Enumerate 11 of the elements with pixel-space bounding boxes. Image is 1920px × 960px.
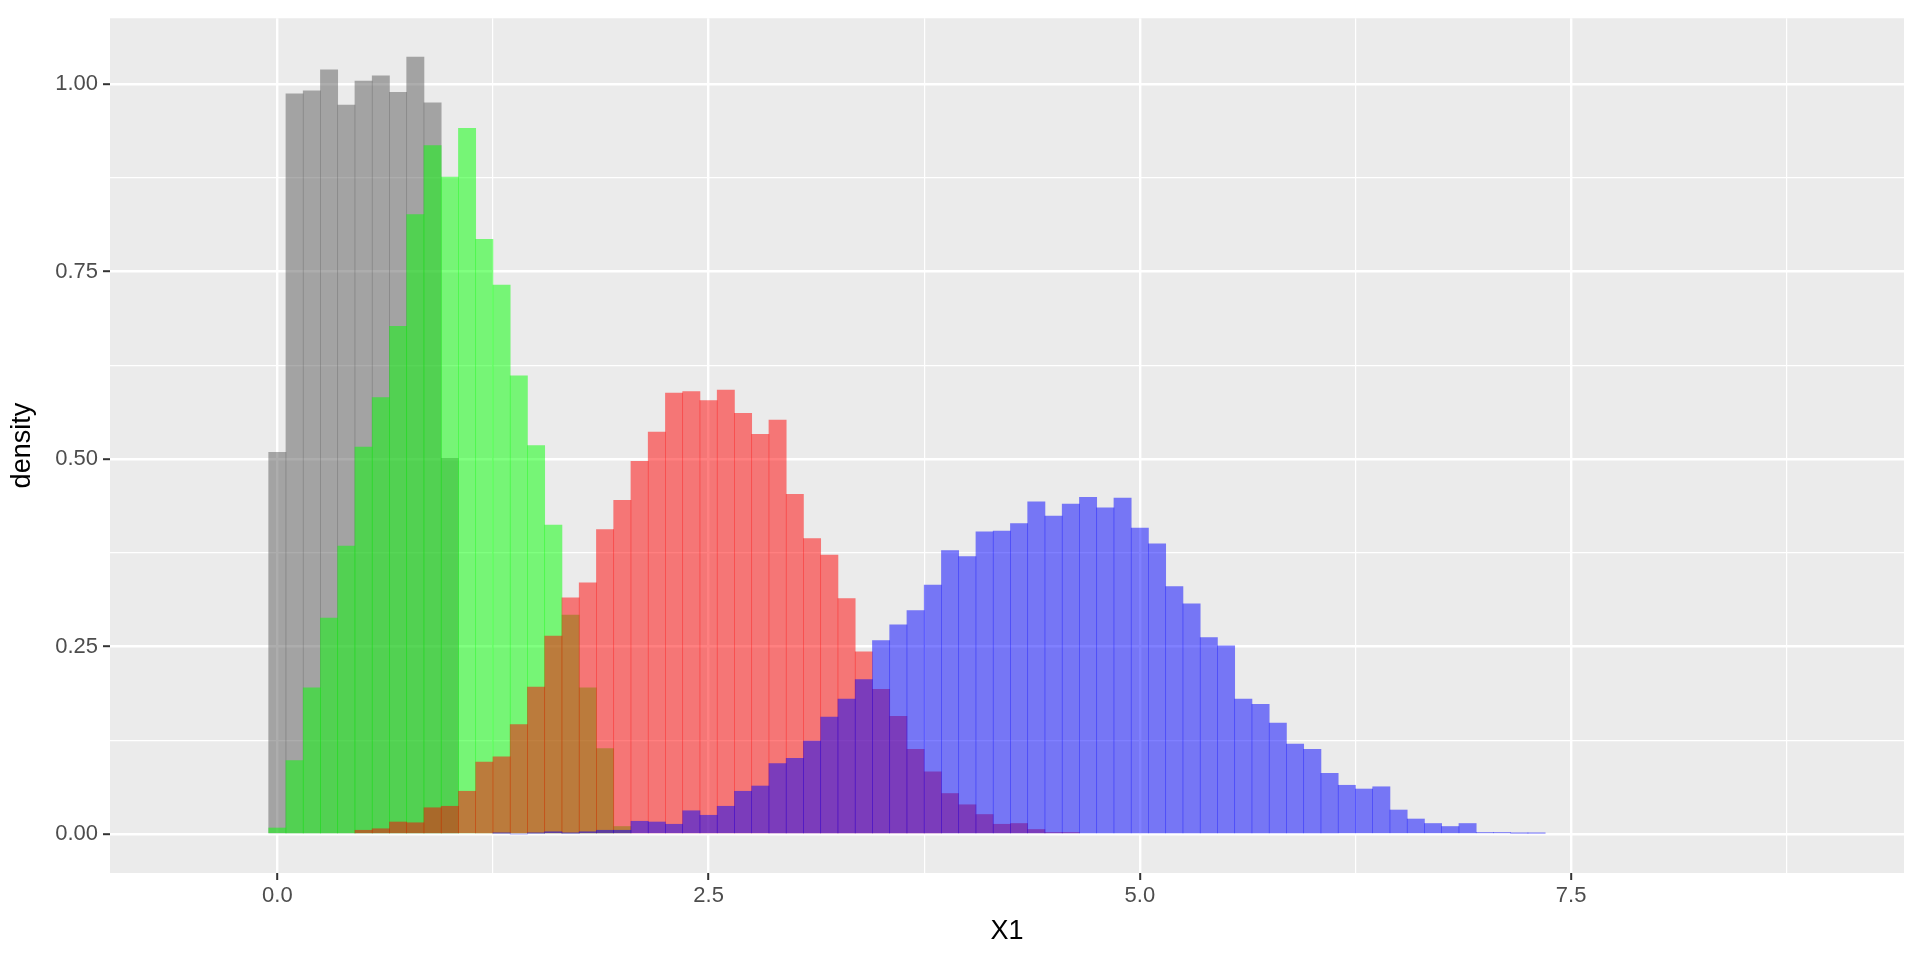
y-tick-label: 0.25	[55, 632, 98, 658]
x-tick-label: 7.5	[1555, 882, 1587, 908]
y-axis-title: density	[5, 402, 36, 489]
y-tick-label: 0.00	[55, 820, 98, 846]
y-tick-label: 0.50	[55, 445, 98, 471]
x-tick-label: 0.0	[262, 882, 293, 908]
y-tick-label: 1.00	[55, 70, 98, 96]
x-tick-label: 5.0	[1124, 882, 1156, 908]
x-tick-label: 2.5	[693, 882, 724, 908]
x-axis-title: X1	[990, 915, 1024, 946]
y-tick-label: 0.75	[55, 257, 98, 283]
